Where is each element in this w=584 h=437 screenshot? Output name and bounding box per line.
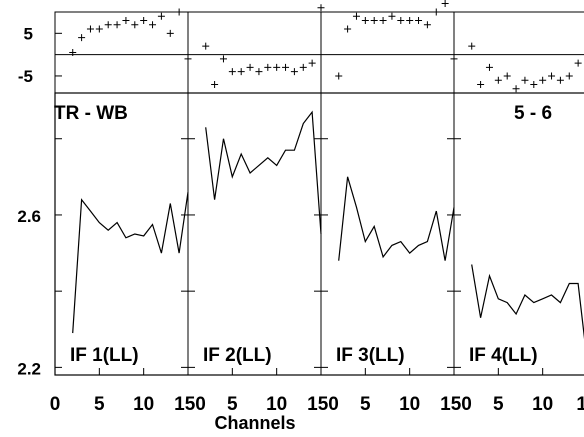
phase-point <box>415 17 423 25</box>
phase-point <box>166 29 174 37</box>
phase-point <box>556 76 564 84</box>
series-line <box>205 110 322 235</box>
phase-point <box>477 80 485 88</box>
phase-point <box>317 4 325 12</box>
phase-point <box>113 21 121 29</box>
phase-point <box>95 25 103 33</box>
x-tick-label: 5 <box>94 394 105 415</box>
phase-point <box>574 59 582 67</box>
phase-point <box>548 72 556 80</box>
phase-point <box>69 49 77 56</box>
x-tick-label: 0 <box>50 394 61 415</box>
annotation-tr-wb: TR - WB <box>54 103 128 124</box>
phase-point <box>397 17 405 25</box>
x-tick-label: 10 <box>133 394 154 415</box>
phase-point <box>503 72 511 80</box>
panel-label: IF 3(LL) <box>336 345 405 366</box>
phase-point <box>308 59 316 67</box>
phase-point <box>282 63 290 71</box>
series-line <box>471 264 584 340</box>
phase-point <box>335 72 343 80</box>
phase-point <box>157 12 165 20</box>
phase-point <box>423 21 431 29</box>
panel-label: IF 4(LL) <box>469 345 538 366</box>
phase-point <box>539 76 547 84</box>
phase-point <box>122 17 130 25</box>
phase-point <box>530 80 538 88</box>
x-tick-label: 15 <box>576 394 584 415</box>
x-tick-label: 10 <box>532 394 553 415</box>
panel-label: IF 2(LL) <box>203 345 272 366</box>
y-tick-label-bottom: 2.6 <box>17 207 41 226</box>
x-tick-label: 150 <box>307 394 339 415</box>
phase-point <box>379 17 387 25</box>
phase-point <box>388 12 396 20</box>
phase-point <box>149 21 157 29</box>
phase-point <box>521 76 529 84</box>
x-tick-label: 150 <box>440 394 472 415</box>
y-tick-label-bottom: 2.2 <box>17 359 41 378</box>
y-tick-label-top: 5 <box>24 24 33 43</box>
panel-label: IF 1(LL) <box>70 345 139 366</box>
phase-point <box>140 17 148 25</box>
x-tick-label: 10 <box>266 394 287 415</box>
phase-point <box>211 80 219 88</box>
phase-point <box>485 63 493 71</box>
y-tick-label-top: -5 <box>18 67 33 86</box>
phase-point <box>219 55 227 63</box>
series-line <box>72 192 189 334</box>
phase-point <box>246 63 254 71</box>
phase-point <box>86 25 94 33</box>
phase-point <box>237 68 245 76</box>
series-line <box>338 176 455 261</box>
phase-point <box>370 17 378 25</box>
phase-point <box>228 68 236 76</box>
phase-point <box>184 55 192 63</box>
x-tick-label: 150 <box>174 394 206 415</box>
phase-point <box>432 8 440 16</box>
phase-point <box>565 72 573 80</box>
phase-point <box>441 0 449 7</box>
x-tick-label: 5 <box>493 394 504 415</box>
phase-point <box>406 17 414 25</box>
phase-point <box>450 55 458 63</box>
phase-point <box>273 63 281 71</box>
phase-point <box>175 8 183 16</box>
phase-point <box>352 12 360 20</box>
phase-point <box>104 21 112 29</box>
x-tick-label: 5 <box>360 394 371 415</box>
x-tick-label: 10 <box>399 394 420 415</box>
phase-point <box>299 63 307 71</box>
phase-point <box>290 68 298 76</box>
phase-point <box>512 85 520 93</box>
phase-point <box>494 76 502 84</box>
x-tick-label: 5 <box>227 394 238 415</box>
annotation-5-6: 5 - 6 <box>514 103 552 124</box>
phase-point <box>264 63 272 71</box>
phase-point <box>468 42 476 50</box>
phase-point <box>361 17 369 25</box>
phase-point <box>78 34 86 42</box>
x-axis-label: Channels <box>214 413 295 432</box>
phase-point <box>255 68 263 76</box>
phase-point <box>344 25 352 33</box>
phase-point <box>131 21 139 29</box>
phase-point <box>202 42 210 50</box>
